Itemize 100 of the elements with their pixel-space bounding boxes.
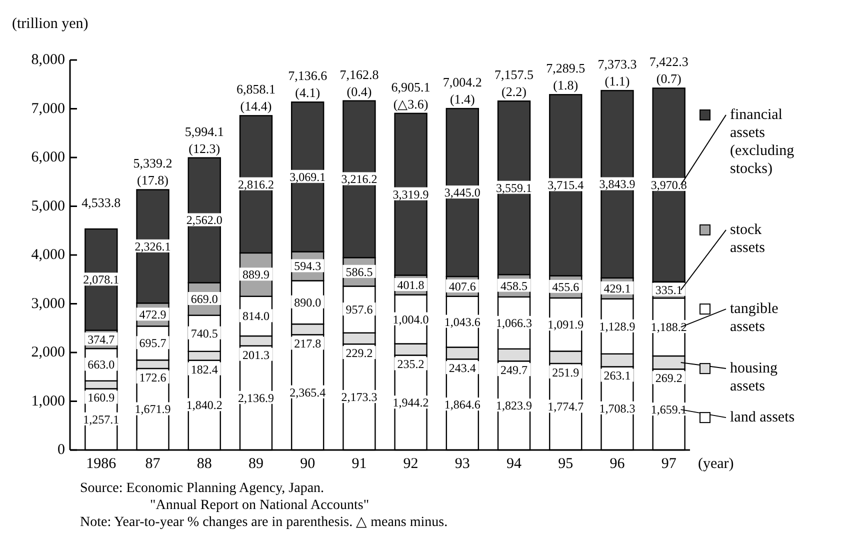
data-label: 2,326.1 (134, 239, 171, 254)
annotation: (0.4) (346, 84, 372, 99)
data-label: 455.6 (552, 280, 580, 294)
legend-label: tangible assets (730, 301, 779, 336)
data-label: 1,708.3 (599, 401, 636, 416)
x-tick-label: 90 (300, 456, 316, 472)
x-tick-label: 91 (352, 456, 367, 472)
data-label: 3,069.1 (290, 170, 326, 184)
data-label: 2,365.4 (290, 385, 326, 400)
data-label: 2,816.2 (238, 177, 274, 192)
x-tick-label: 89 (248, 456, 264, 472)
data-label: 229.2 (346, 346, 373, 360)
annotation: (2.2) (502, 84, 526, 100)
x-tick-label: 93 (454, 456, 470, 472)
data-label: 1,864.6 (444, 398, 480, 412)
data-label: 594.3 (294, 259, 322, 274)
data-label: 3,843.9 (599, 177, 636, 192)
data-label: 2,173.3 (341, 390, 378, 404)
x-tick-label: 1986 (86, 456, 117, 472)
total-label: 7,004.2 (442, 74, 482, 90)
y-tick-label: 5,000 (31, 198, 65, 214)
data-label: 201.3 (242, 348, 270, 362)
y-tick-label: 4,000 (31, 247, 65, 263)
total-label: 7,289.5 (546, 60, 586, 76)
x-tick-label: 96 (610, 456, 626, 472)
annotation: (12.3) (188, 140, 220, 156)
data-label: 3,445.0 (444, 186, 480, 200)
y-axis-title: (trillion yen) (12, 16, 88, 32)
y-tick-label: 3,000 (31, 296, 65, 312)
data-label: 1,840.2 (186, 398, 222, 412)
legend-label: stock assets (730, 222, 766, 256)
x-tick-label: 95 (558, 456, 574, 472)
data-label: 3,970.8 (650, 178, 687, 192)
y-tick-label: 8,000 (31, 52, 65, 68)
data-label: 1,188.2 (650, 320, 687, 334)
data-label: 160.9 (88, 390, 115, 405)
data-label: 472.9 (139, 308, 166, 322)
annotation: (0.7) (656, 71, 682, 86)
data-label: 663.0 (88, 358, 115, 372)
x-tick-label: 92 (403, 456, 418, 472)
x-axis-title: (year) (698, 456, 734, 472)
total-label: 6,905.1 (391, 79, 430, 94)
data-label: 814.0 (242, 309, 270, 324)
data-label: 172.6 (139, 370, 166, 384)
data-label: 1,043.6 (444, 314, 480, 329)
data-label: 3,319.9 (392, 187, 429, 202)
data-label: 2,078.1 (83, 272, 120, 287)
data-label: 429.1 (604, 281, 631, 296)
annotation: (14.4) (240, 98, 272, 114)
data-label: 1,257.1 (83, 412, 120, 426)
total-label: 7,157.5 (494, 67, 534, 82)
data-label: 1,004.0 (392, 312, 429, 326)
data-label: 243.4 (448, 361, 476, 376)
annotation: (1.1) (604, 74, 630, 89)
x-tick-label: 94 (506, 456, 522, 472)
data-label: 251.9 (552, 365, 580, 380)
text: Note: Year-to-year % changes are in parenthesis. △ means minus. (80, 515, 448, 530)
annotation: (4.1) (295, 85, 320, 100)
data-label: 2,136.9 (238, 390, 274, 405)
data-label: 890.0 (294, 295, 322, 310)
total-label: 5,994.1 (184, 124, 224, 139)
y-tick-label: 0 (58, 442, 65, 458)
legend-label: housing assets (730, 360, 778, 395)
data-label: 401.8 (397, 278, 424, 292)
data-label: 249.7 (500, 363, 528, 378)
data-label: 740.5 (190, 326, 218, 340)
data-label: 217.8 (294, 336, 322, 351)
data-label: 695.7 (139, 336, 166, 350)
data-label: 407.6 (448, 279, 476, 294)
y-tick-label: 2,000 (31, 344, 65, 360)
data-label: 1,944.2 (392, 396, 429, 410)
data-label: 1,823.9 (496, 398, 532, 413)
data-label: 1,774.7 (548, 400, 584, 414)
source-note: Source: Economic Planning Agency, Japan. (80, 481, 324, 496)
total-label: 7,422.3 (649, 54, 688, 70)
x-tick-label: 97 (661, 456, 677, 472)
legend-label: financial assets (excluding stocks) (730, 106, 795, 177)
annotation: (17.8) (137, 172, 168, 188)
annotation: (△3.6) (393, 96, 428, 112)
y-tick-label: 6,000 (31, 150, 65, 166)
total-label: 5,339.2 (133, 156, 172, 171)
data-label: 269.2 (655, 371, 682, 386)
x-tick-label: 87 (145, 456, 161, 472)
legend-label: land assets (730, 410, 795, 426)
data-label: 374.7 (88, 332, 115, 346)
data-label: 235.2 (397, 357, 424, 372)
x-tick-label: 88 (196, 456, 212, 472)
data-label: 458.5 (500, 278, 528, 293)
annotation: (1.4) (450, 92, 475, 107)
data-label: 3,715.4 (548, 178, 584, 192)
total-label: 7,136.6 (288, 68, 328, 84)
data-label: 3,559.1 (496, 180, 532, 195)
text: "Annual Report on National Accounts" (150, 498, 370, 513)
data-label: 1,659.1 (650, 402, 687, 417)
data-label: 1,671.9 (134, 402, 171, 416)
data-label: 957.6 (346, 302, 373, 317)
data-label: 335.1 (655, 282, 682, 297)
total-label: 7,373.3 (598, 56, 637, 72)
total-label: 6,858.1 (236, 82, 276, 97)
data-label: 263.1 (604, 368, 631, 383)
